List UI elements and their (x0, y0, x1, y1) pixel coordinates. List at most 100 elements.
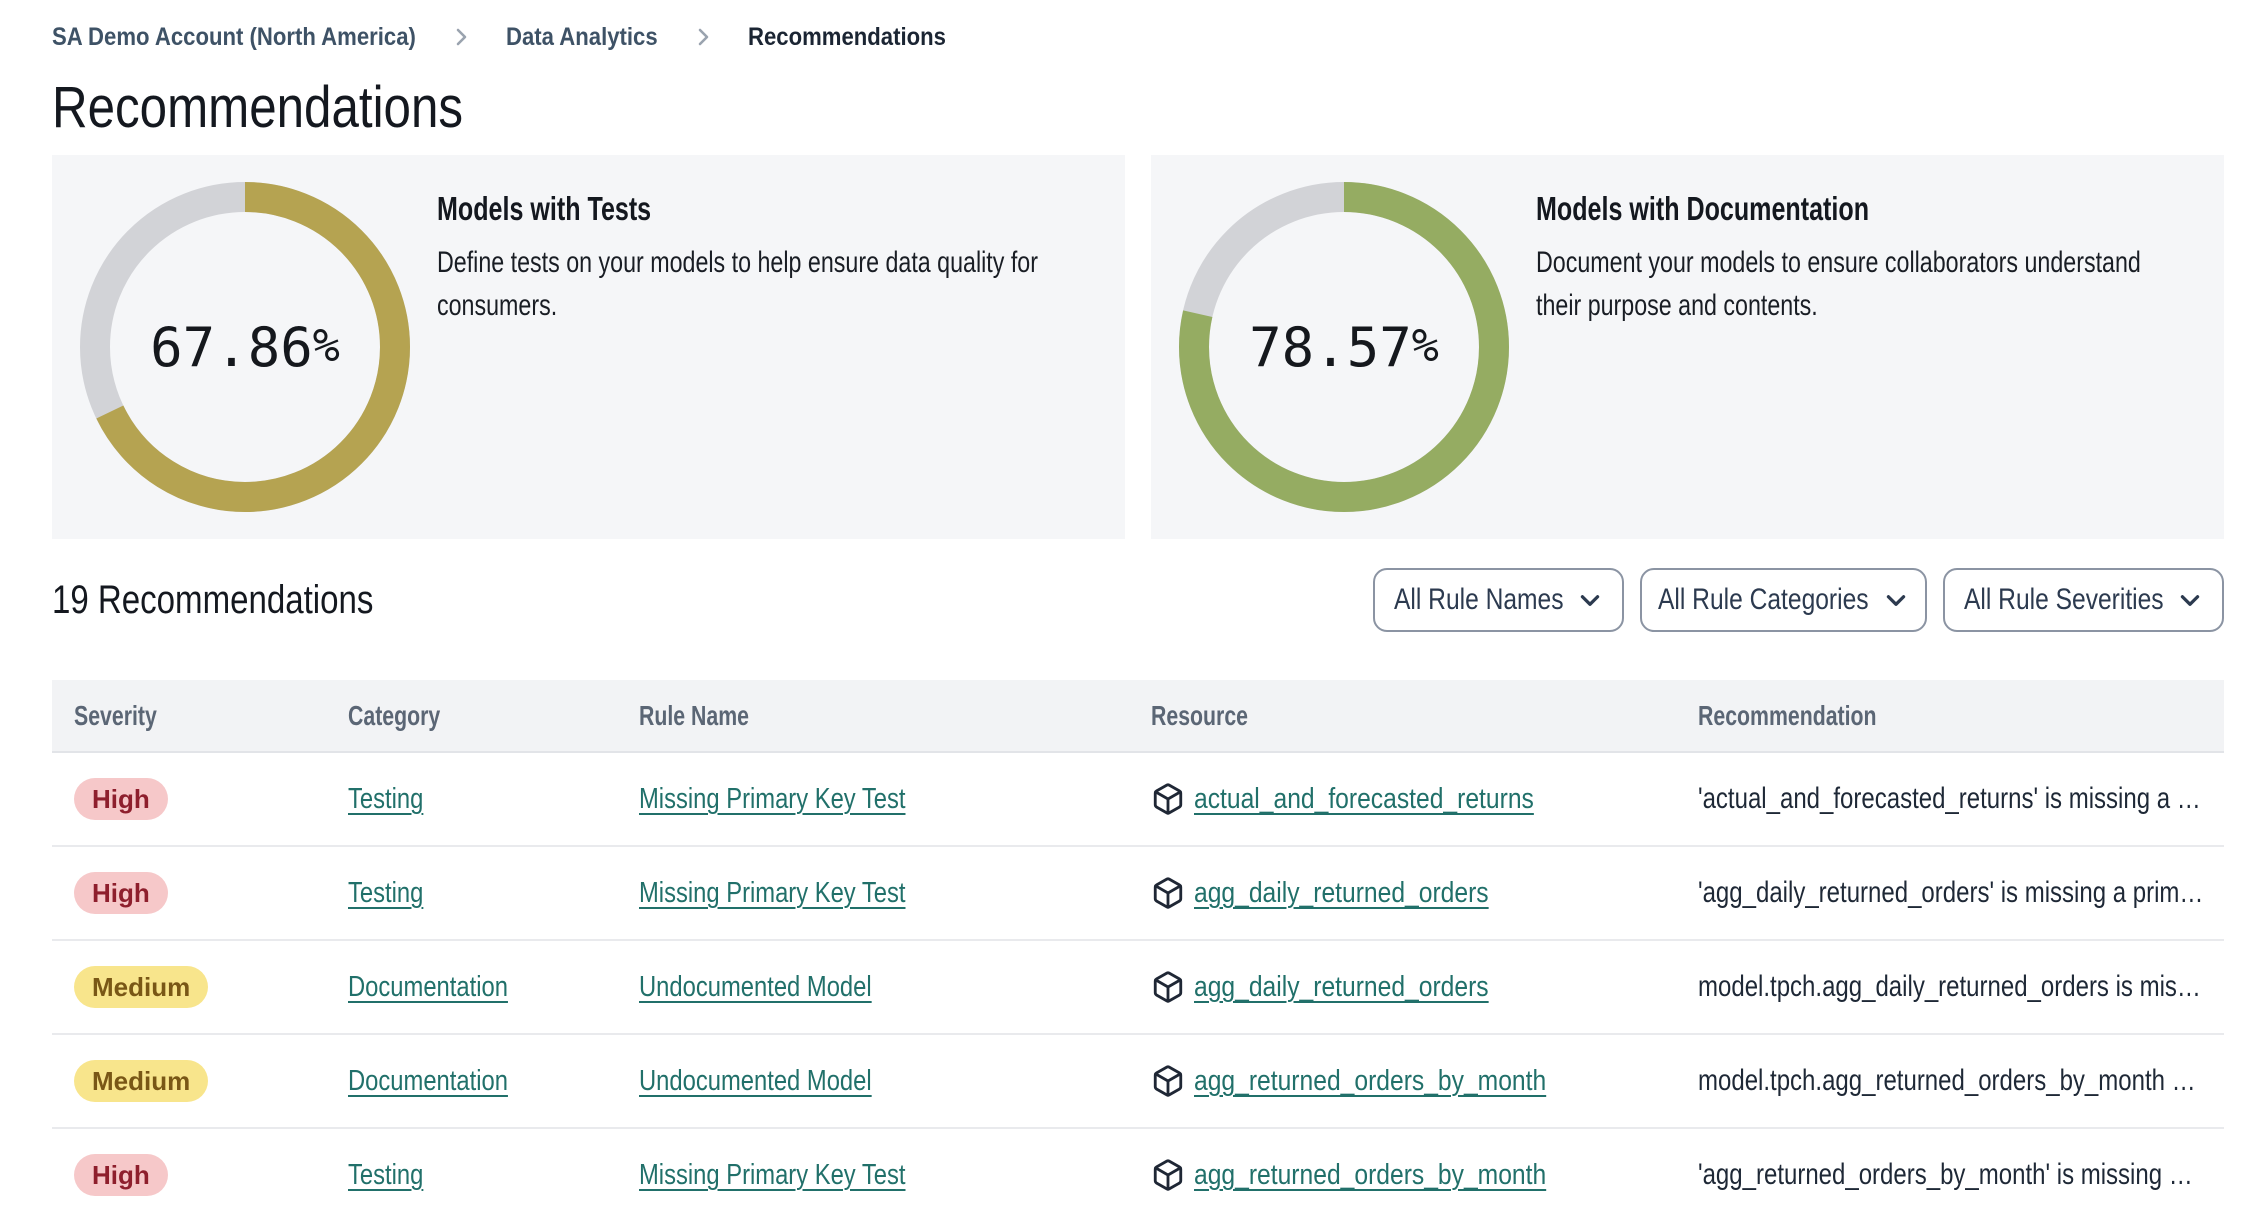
chevron-right-icon (449, 25, 473, 49)
card-description: Define tests on your models to help ensu… (437, 245, 1038, 322)
rule-name-cell: Missing Primary Key Test (617, 1129, 1129, 1220)
resource-cell: actual_and_forecasted_returns (1129, 753, 1676, 845)
card-body: Models with Tests Define tests on your m… (437, 155, 1038, 327)
resource-link[interactable]: actual_and_forecasted_returns (1194, 782, 1534, 815)
severity-badge: High (74, 1154, 168, 1196)
category-cell: Testing (326, 847, 617, 939)
severity-cell: Medium (52, 1035, 326, 1127)
chevron-right-icon (691, 25, 715, 49)
page-title: Recommendations (52, 75, 464, 140)
resource-link[interactable]: agg_daily_returned_orders (1194, 876, 1489, 909)
recommendation-text: 'agg_daily_returned_orders' is missing a… (1698, 876, 2204, 909)
severity-cell: High (52, 1129, 326, 1220)
table-row: High Testing Missing Primary Key Test ag… (52, 847, 2224, 941)
breadcrumb-project[interactable]: Data Analytics (505, 22, 658, 51)
rule-severities-filter-dropdown[interactable]: All Rule Severities (1943, 568, 2224, 632)
card-models-with-tests: 67.86% Models with Tests Define tests on… (52, 155, 1125, 539)
rule-name-link[interactable]: Missing Primary Key Test (639, 876, 906, 909)
card-models-with-documentation: 78.57% Models with Documentation Documen… (1151, 155, 2224, 539)
model-cube-icon (1151, 782, 1185, 816)
recommendation-cell: 'agg_daily_returned_orders' is missing a… (1676, 847, 2224, 939)
donut-chart-tests: 67.86% (80, 182, 410, 512)
resource-cell: agg_daily_returned_orders (1129, 847, 1676, 939)
donut-percent-label: 78.57% (1249, 315, 1439, 379)
rule-name-cell: Undocumented Model (617, 1035, 1129, 1127)
resource-cell: agg_daily_returned_orders (1129, 941, 1676, 1033)
category-link[interactable]: Testing (348, 782, 424, 815)
column-header-recommendation: Recommendation (1698, 699, 1877, 731)
column-header-resource: Resource (1151, 699, 1248, 731)
category-cell: Documentation (326, 1035, 617, 1127)
rule-categories-filter-dropdown[interactable]: All Rule Categories (1640, 568, 1927, 632)
rule-name-cell: Undocumented Model (617, 941, 1129, 1033)
severity-badge: High (74, 872, 168, 914)
category-cell: Testing (326, 753, 617, 845)
card-title: Models with Documentation (1536, 190, 1870, 227)
resource-cell: agg_returned_orders_by_month (1129, 1035, 1676, 1127)
rule-name-cell: Missing Primary Key Test (617, 753, 1129, 845)
severity-badge: High (74, 778, 168, 820)
resource-link[interactable]: agg_returned_orders_by_month (1194, 1064, 1547, 1097)
severity-cell: High (52, 847, 326, 939)
breadcrumb: SA Demo Account (North America) Data Ana… (52, 0, 2224, 52)
column-header-rule-name: Rule Name (639, 699, 749, 731)
recommendation-cell: 'agg_returned_orders_by_month' is missin… (1676, 1129, 2224, 1220)
category-cell: Testing (326, 1129, 617, 1220)
model-cube-icon (1151, 1064, 1185, 1098)
summary-cards: 67.86% Models with Tests Define tests on… (52, 155, 2224, 539)
table-row: Medium Documentation Undocumented Model … (52, 1035, 2224, 1129)
recommendations-table: Severity Category Rule Name Resource Rec… (52, 680, 2224, 1220)
severity-badge: Medium (74, 966, 209, 1008)
table-row: High Testing Missing Primary Key Test ag… (52, 1129, 2224, 1220)
recommendation-cell: 'actual_and_forecasted_returns' is missi… (1676, 753, 2224, 845)
column-header-severity: Severity (74, 699, 157, 731)
severity-badge: Medium (74, 1060, 209, 1102)
breadcrumb-account[interactable]: SA Demo Account (North America) (52, 22, 416, 51)
severity-cell: Medium (52, 941, 326, 1033)
model-cube-icon (1151, 876, 1185, 910)
rule-name-link[interactable]: Undocumented Model (639, 970, 872, 1003)
recommendation-text: model.tpch.agg_daily_returned_orders is … (1698, 970, 2201, 1003)
category-cell: Documentation (326, 941, 617, 1033)
rule-name-link[interactable]: Missing Primary Key Test (639, 1158, 906, 1191)
percent-sign: % (1411, 318, 1439, 372)
table-header-row: Severity Category Rule Name Resource Rec… (52, 680, 2224, 753)
rule-names-filter-dropdown[interactable]: All Rule Names (1373, 568, 1624, 632)
category-link[interactable]: Testing (348, 876, 424, 909)
recommendations-count-heading: 19 Recommendations (52, 578, 374, 622)
recommendation-cell: model.tpch.agg_daily_returned_orders is … (1676, 941, 2224, 1033)
category-link[interactable]: Testing (348, 1158, 424, 1191)
donut-percent-label: 67.86% (150, 315, 340, 379)
breadcrumb-current: Recommendations (747, 22, 946, 51)
model-cube-icon (1151, 1158, 1185, 1192)
card-title: Models with Tests (437, 190, 652, 227)
chevron-down-icon (1883, 587, 1909, 613)
card-body: Models with Documentation Document your … (1536, 155, 2141, 327)
recommendation-text: 'actual_and_forecasted_returns' is missi… (1698, 782, 2201, 815)
recommendation-text: model.tpch.agg_returned_orders_by_month … (1698, 1064, 2196, 1097)
column-header-category: Category (348, 699, 441, 731)
rule-name-link[interactable]: Missing Primary Key Test (639, 782, 906, 815)
resource-link[interactable]: agg_returned_orders_by_month (1194, 1158, 1547, 1191)
category-link[interactable]: Documentation (348, 1064, 508, 1097)
recommendation-text: 'agg_returned_orders_by_month' is missin… (1698, 1158, 2193, 1191)
chevron-down-icon (2177, 587, 2203, 613)
model-cube-icon (1151, 970, 1185, 1004)
table-row: High Testing Missing Primary Key Test ac… (52, 753, 2224, 847)
card-description: Document your models to ensure collabora… (1536, 245, 2141, 322)
filters: All Rule Names All Rule Categories All R… (1373, 568, 2224, 632)
list-toolbar: 19 Recommendations All Rule Names All Ru… (52, 568, 2224, 632)
rule-name-cell: Missing Primary Key Test (617, 847, 1129, 939)
chevron-down-icon (1577, 587, 1603, 613)
donut-chart-documentation: 78.57% (1179, 182, 1509, 512)
resource-link[interactable]: agg_daily_returned_orders (1194, 970, 1489, 1003)
resource-cell: agg_returned_orders_by_month (1129, 1129, 1676, 1220)
severity-cell: High (52, 753, 326, 845)
recommendation-cell: model.tpch.agg_returned_orders_by_month … (1676, 1035, 2224, 1127)
table-body: High Testing Missing Primary Key Test ac… (52, 753, 2224, 1220)
category-link[interactable]: Documentation (348, 970, 508, 1003)
table-row: Medium Documentation Undocumented Model … (52, 941, 2224, 1035)
percent-sign: % (312, 318, 340, 372)
rule-name-link[interactable]: Undocumented Model (639, 1064, 872, 1097)
